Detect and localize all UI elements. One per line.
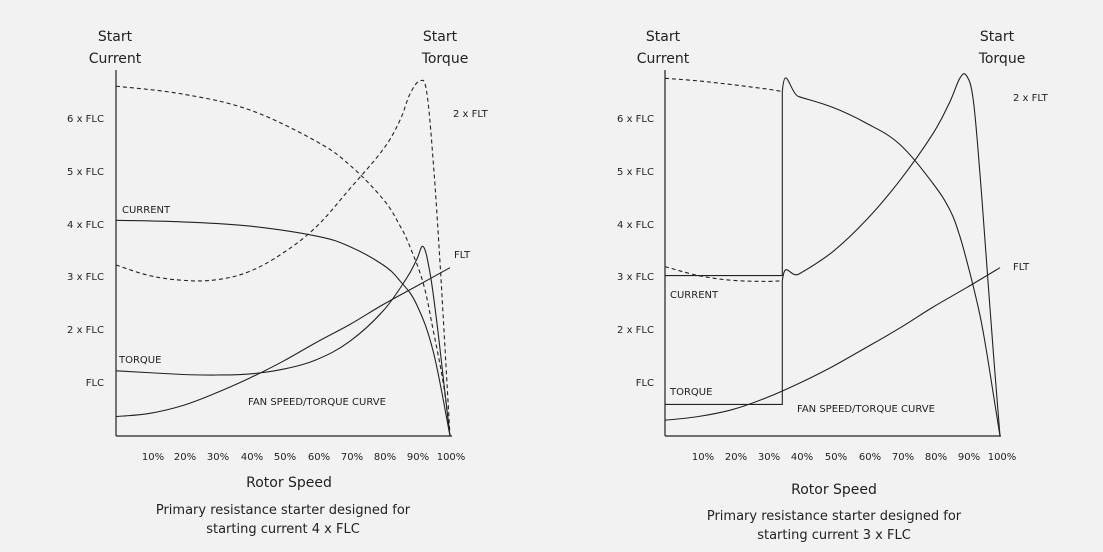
left-x-tick-label: 20% bbox=[174, 452, 196, 463]
right-fan-speed-torque-curve-curve-2 bbox=[664, 267, 1001, 421]
right-y-title-line2: Current bbox=[637, 51, 690, 67]
left-x-tick-label: 50% bbox=[274, 452, 296, 463]
left-fan-speed-torque-curve-curve-2 bbox=[115, 267, 451, 418]
right-y-ticks: FLC 2 x FLC 3 x FLC 4 x FLC 5 x FLC 6 x … bbox=[617, 114, 654, 389]
left-x-axis-label: Rotor Speed bbox=[246, 475, 332, 491]
right-y-tick-label: 3 x FLC bbox=[617, 272, 654, 283]
right-torque-label: TORQUE bbox=[669, 387, 712, 398]
right-y-tick-label: 2 x FLC bbox=[617, 325, 654, 336]
left-y-tick-label: FLC bbox=[86, 378, 104, 389]
left-x-tick-label: 80% bbox=[374, 452, 396, 463]
left-y-tick-label: 3 x FLC bbox=[67, 272, 104, 283]
left-x-tick-label: 70% bbox=[341, 452, 363, 463]
chart-left: Start Current Start Torque FLC 2 x FLC 3… bbox=[67, 29, 489, 537]
right-y-tick-label: FLC bbox=[636, 378, 654, 389]
left-y-ticks: FLC 2 x FLC 3 x FLC 4 x FLC 5 x FLC 6 x … bbox=[67, 114, 104, 389]
right-x-tick-label: 80% bbox=[925, 452, 947, 463]
left-dashed-curve-3 bbox=[115, 85, 451, 437]
right-x-tick-label: 60% bbox=[859, 452, 881, 463]
left-current-label: CURRENT bbox=[122, 205, 171, 216]
right-x-tick-label: 30% bbox=[758, 452, 780, 463]
right-x-tick-label: 10% bbox=[692, 452, 714, 463]
right-caption-line1: Primary resistance starter designed for bbox=[707, 509, 962, 524]
left-y-tick-label: 2 x FLC bbox=[67, 325, 104, 336]
right-flt-label: FLT bbox=[1013, 262, 1030, 273]
left-dashed-curve-4 bbox=[115, 79, 451, 437]
right-right-title-line1: Start bbox=[980, 29, 1015, 45]
left-right-title-line1: Start bbox=[423, 29, 458, 45]
left-y-title-line1: Start bbox=[98, 29, 133, 45]
right-x-tick-label: 50% bbox=[825, 452, 847, 463]
left-flt-label: FLT bbox=[454, 250, 471, 261]
right-y-title-line1: Start bbox=[646, 29, 681, 45]
right-curves bbox=[664, 73, 1001, 437]
right-current-label: CURRENT bbox=[670, 290, 719, 301]
left-caption-line2: starting current 4 x FLC bbox=[206, 522, 360, 537]
right-y-tick-label: 6 x FLC bbox=[617, 114, 654, 125]
left-y-tick-label: 5 x FLC bbox=[67, 167, 104, 178]
left-x-tick-label: 10% bbox=[142, 452, 164, 463]
left-fan-label: FAN SPEED/TORQUE CURVE bbox=[248, 397, 386, 408]
right-dashed-curve-3 bbox=[664, 77, 783, 93]
right-right-title-line2: Torque bbox=[978, 51, 1026, 67]
right-y-tick-label: 4 x FLC bbox=[617, 220, 654, 231]
right-x-tick-label: 100% bbox=[988, 452, 1017, 463]
left-2flt-label: 2 x FLT bbox=[453, 109, 489, 120]
left-caption-line1: Primary resistance starter designed for bbox=[156, 503, 411, 518]
left-x-tick-label: 60% bbox=[308, 452, 330, 463]
left-torque-label: TORQUE bbox=[118, 355, 161, 366]
right-x-ticks: 10% 20% 30% 40% 50% 60% 70% 80% 90% 100% bbox=[692, 452, 1016, 463]
right-x-tick-label: 70% bbox=[892, 452, 914, 463]
left-x-tick-label: 100% bbox=[437, 452, 466, 463]
right-dashed-curve-4 bbox=[664, 266, 783, 282]
left-y-title-line2: Current bbox=[89, 51, 142, 67]
left-curves bbox=[115, 79, 451, 437]
right-x-tick-label: 90% bbox=[958, 452, 980, 463]
right-2flt-label: 2 x FLT bbox=[1013, 93, 1049, 104]
left-x-ticks: 10% 20% 30% 40% 50% 60% 70% 80% 90% 100% bbox=[142, 452, 465, 463]
left-y-tick-label: 4 x FLC bbox=[67, 220, 104, 231]
left-x-tick-label: 40% bbox=[241, 452, 263, 463]
right-torque-curve-1 bbox=[665, 73, 1001, 437]
left-current-curve-0 bbox=[115, 219, 451, 437]
left-x-tick-label: 90% bbox=[407, 452, 429, 463]
right-x-tick-label: 20% bbox=[725, 452, 747, 463]
right-y-tick-label: 5 x FLC bbox=[617, 167, 654, 178]
right-current-curve-0 bbox=[665, 77, 1001, 437]
right-x-axis-label: Rotor Speed bbox=[791, 482, 877, 498]
left-y-tick-label: 6 x FLC bbox=[67, 114, 104, 125]
right-caption-line2: starting current 3 x FLC bbox=[757, 528, 911, 543]
left-torque-curve-1 bbox=[115, 245, 451, 437]
right-fan-label: FAN SPEED/TORQUE CURVE bbox=[797, 404, 935, 415]
left-right-title-line2: Torque bbox=[421, 51, 469, 67]
chart-right: Start Current Start Torque FLC 2 x FLC 3… bbox=[617, 29, 1049, 543]
left-x-tick-label: 30% bbox=[207, 452, 229, 463]
right-x-tick-label: 40% bbox=[791, 452, 813, 463]
